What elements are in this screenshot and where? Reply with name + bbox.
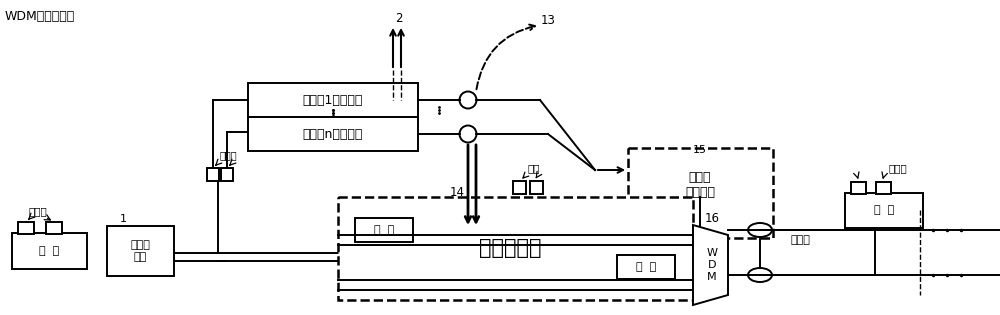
Text: 光标签1识别单元: 光标签1识别单元 [303,94,363,106]
Text: 光交换矩阵: 光交换矩阵 [479,238,541,258]
Bar [845,193,923,228]
Bar [248,83,418,117]
Bar [876,182,891,194]
Polygon shape [693,225,728,305]
Text: 净  荷: 净 荷 [636,262,656,272]
Text: 净  荷: 净 荷 [874,205,894,215]
Bar [617,255,675,279]
Text: WDM：波分复用: WDM：波分复用 [5,10,75,23]
Bar [12,233,87,269]
Text: 光标签
更新单元: 光标签 更新单元 [685,171,715,199]
Bar [248,117,418,151]
Text: 光标签: 光标签 [29,206,47,216]
Text: 耦合器: 耦合器 [790,235,810,245]
Bar [851,182,866,194]
Text: 16: 16 [704,211,720,225]
Text: 新标签: 新标签 [889,163,907,173]
Text: 光标签: 光标签 [219,150,237,160]
Bar [221,168,233,181]
Text: 光学滤
波器: 光学滤 波器 [130,240,150,262]
Text: 光标签n识别单元: 光标签n识别单元 [303,128,363,140]
Bar [530,181,543,194]
Text: 13: 13 [541,14,555,26]
Bar [513,181,526,194]
Bar [46,222,62,234]
Bar [338,197,693,300]
Text: 15: 15 [693,145,707,155]
Text: 脉冲: 脉冲 [528,163,540,173]
Bar [355,218,413,242]
Bar [107,226,174,276]
Text: 1: 1 [120,214,126,224]
Text: 净  荷: 净 荷 [39,246,59,256]
Text: W
D
M: W D M [706,249,718,282]
Bar [18,222,34,234]
Text: 净  荷: 净 荷 [374,225,394,235]
Bar [207,168,219,181]
Text: 14: 14 [450,186,464,198]
Text: 2: 2 [395,12,403,25]
Bar [628,148,773,238]
